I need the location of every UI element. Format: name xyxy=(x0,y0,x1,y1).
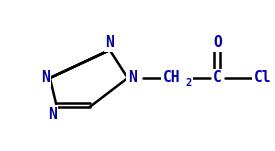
Text: N: N xyxy=(48,107,57,122)
Text: N: N xyxy=(41,71,50,85)
Text: 2: 2 xyxy=(186,78,192,88)
Text: CH: CH xyxy=(163,71,180,85)
Text: N: N xyxy=(105,35,114,50)
Text: Cl: Cl xyxy=(253,71,271,85)
Text: N: N xyxy=(128,71,136,85)
Text: C: C xyxy=(213,71,222,85)
Text: O: O xyxy=(213,35,222,50)
